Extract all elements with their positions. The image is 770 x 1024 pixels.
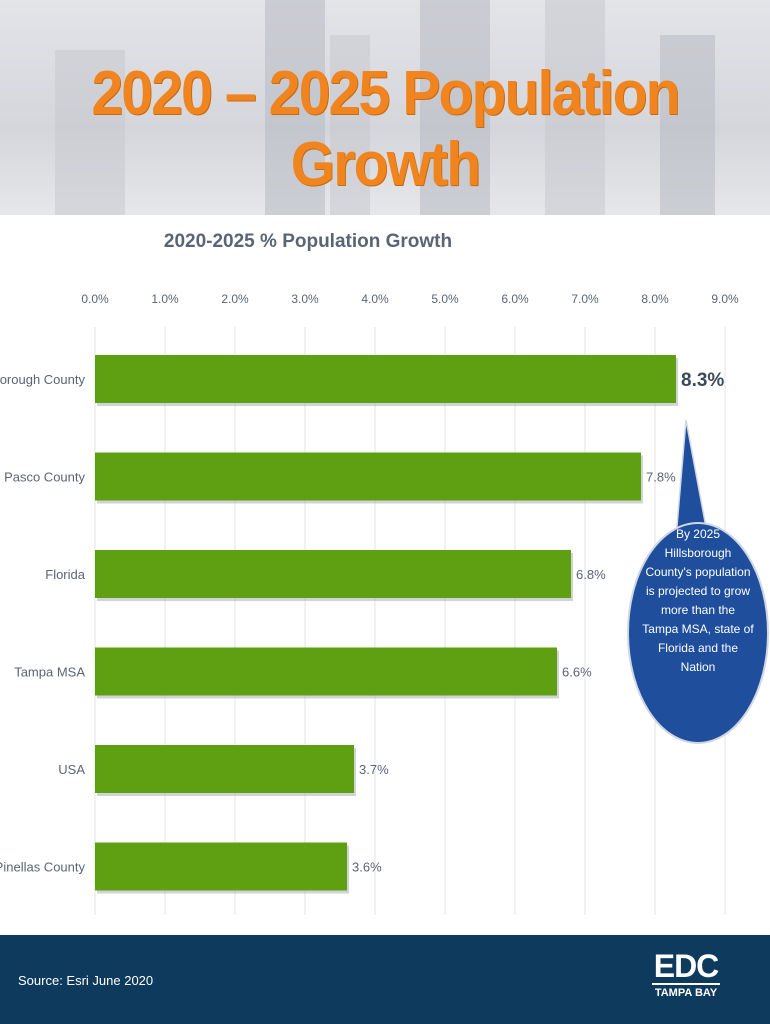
data-label: 8.3% bbox=[681, 370, 724, 391]
data-label: 6.6% bbox=[562, 665, 592, 680]
footer: Source: Esri June 2020 EDC TAMPA BAY bbox=[0, 935, 770, 1024]
category-label: Pinellas County bbox=[0, 860, 85, 875]
category-label: Pasco County bbox=[4, 470, 85, 485]
callout-line: is projected to grow bbox=[645, 584, 751, 598]
x-tick-label: 3.0% bbox=[291, 292, 319, 306]
skyline-building bbox=[545, 0, 605, 215]
x-axis-ticks: 0.0% 1.0% 2.0% 3.0% 4.0% 5.0% 6.0% 7.0% 8.0% 9.0% bbox=[81, 292, 739, 306]
source-note: Source: Esri June 2020 bbox=[18, 973, 154, 988]
category-label: Hillsborough County bbox=[0, 372, 85, 387]
category-label: Tampa MSA bbox=[14, 665, 85, 680]
page-title: 2020 – 2025 Population Growth bbox=[91, 59, 680, 199]
logo-subtitle: TAMPA BAY bbox=[652, 983, 720, 999]
bars bbox=[95, 355, 678, 894]
callout-line: By 2025 bbox=[675, 527, 721, 541]
bar bbox=[95, 550, 571, 598]
data-label: 6.8% bbox=[576, 567, 606, 582]
data-label: 3.7% bbox=[359, 762, 389, 777]
callout-pointer bbox=[675, 419, 709, 539]
x-tick-label: 7.0% bbox=[571, 292, 599, 306]
x-tick-label: 5.0% bbox=[431, 292, 459, 306]
bar bbox=[95, 745, 354, 793]
skyline-building bbox=[420, 0, 490, 215]
x-tick-label: 9.0% bbox=[711, 292, 739, 306]
bar bbox=[95, 647, 557, 696]
gridlines bbox=[94, 327, 726, 915]
callout-bubble bbox=[627, 522, 769, 744]
x-tick-label: 1.0% bbox=[151, 292, 179, 306]
callout-line: Florida and the bbox=[657, 641, 739, 655]
callout-text: By 2025 Hillsborough County's population is… bbox=[632, 525, 764, 677]
category-labels: Hillsborough County Pasco County Florida Ta… bbox=[0, 372, 86, 875]
skyline-building bbox=[265, 0, 325, 215]
x-tick-label: 6.0% bbox=[501, 292, 529, 306]
bar-chart: 2020-2025 % Population Growth 0.0% 1.0% 2.… bbox=[0, 231, 769, 915]
bar bbox=[95, 452, 641, 501]
x-tick-label: 2.0% bbox=[221, 292, 249, 306]
value-labels: 8.3% 7.8% 6.8% 6.6% 3.7% 3.6% bbox=[352, 370, 724, 875]
category-label: USA bbox=[58, 762, 85, 777]
callout-line: more than the bbox=[660, 603, 736, 617]
callout-line: Tampa MSA, state of bbox=[642, 622, 754, 636]
callout-line: Hillsborough bbox=[664, 546, 732, 560]
x-tick-label: 8.0% bbox=[641, 292, 669, 306]
x-tick-label: 0.0% bbox=[81, 292, 109, 306]
bar bbox=[95, 842, 347, 891]
skyline-building bbox=[660, 35, 715, 215]
skyline-building bbox=[330, 35, 370, 215]
edc-tampa-bay-logo: EDC TAMPA BAY bbox=[652, 949, 720, 1009]
bar bbox=[95, 355, 676, 403]
callout bbox=[627, 419, 769, 744]
callout-line: Nation bbox=[680, 660, 716, 674]
callout-line: County's population bbox=[645, 565, 751, 579]
x-tick-label: 4.0% bbox=[361, 292, 389, 306]
skyline-building bbox=[55, 50, 125, 215]
chart-title: 2020-2025 % Population Growth bbox=[164, 231, 452, 252]
logo-mark: EDC bbox=[653, 948, 720, 984]
header-banner: 2020 – 2025 Population Growth bbox=[0, 0, 770, 215]
category-label: Florida bbox=[45, 567, 86, 582]
data-label: 3.6% bbox=[352, 860, 382, 875]
data-label: 7.8% bbox=[646, 470, 676, 485]
